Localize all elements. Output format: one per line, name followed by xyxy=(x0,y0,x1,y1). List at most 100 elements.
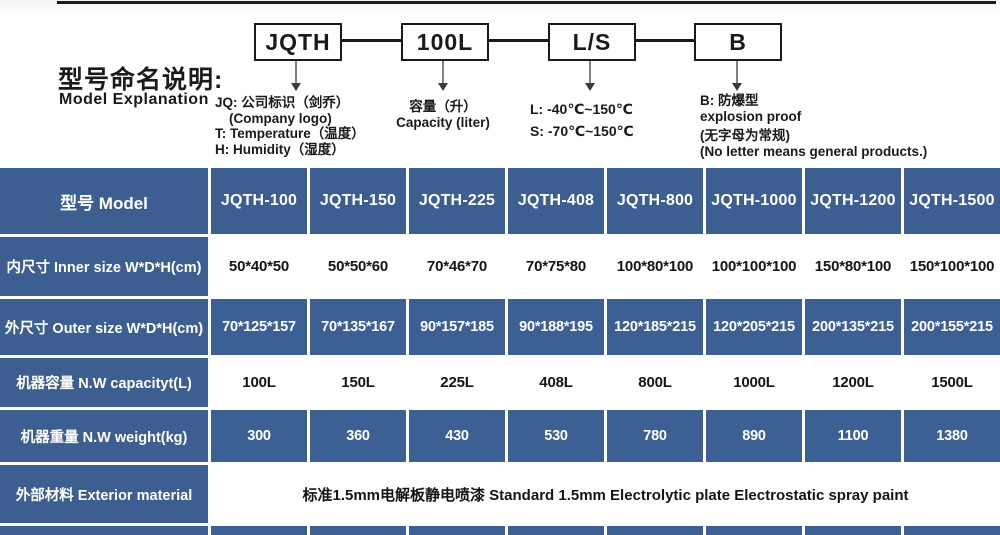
diagram-title-en: Model Explanation xyxy=(59,91,209,108)
annotation-temp-range: L: -40℃~150℃ S: -70℃~150℃ xyxy=(530,98,634,142)
table-cell: 90*188*195 xyxy=(508,299,604,355)
table-cell: 1500L xyxy=(904,358,1000,407)
table-cell xyxy=(706,526,802,535)
table-cell: 360 xyxy=(310,410,406,462)
diagram-title-zh: 型号命名说明: xyxy=(58,66,224,94)
row-label: 机器重量 N.W weight(kg) xyxy=(0,410,208,462)
table-cell xyxy=(904,526,1000,535)
connector-line xyxy=(342,39,401,42)
row-label: 外尺寸 Outer size W*D*H(cm) xyxy=(0,299,208,355)
annotation-line: T: Temperature（温度） xyxy=(215,126,365,142)
model-naming-diagram: 型号命名说明: Model Explanation JQTH 100L L/S … xyxy=(0,0,1000,168)
model-header: JQTH-1200 xyxy=(805,168,901,234)
table-cell: 1200L xyxy=(805,358,901,407)
table-cell: 100L xyxy=(211,358,307,407)
table-cell: 408L xyxy=(508,358,604,407)
row-label xyxy=(0,526,208,535)
table-cell: 200*135*215 xyxy=(805,299,901,355)
table-cell: 100*100*100 xyxy=(706,237,802,296)
arrow-stem xyxy=(736,61,738,84)
annotation-line: L: -40℃~150℃ xyxy=(530,101,633,117)
table-cell xyxy=(409,526,505,535)
model-header: JQTH-800 xyxy=(607,168,703,234)
table-cell xyxy=(508,526,604,535)
model-code-box-explosion: B xyxy=(694,23,782,61)
table-cell xyxy=(805,526,901,535)
table-cell: 200*155*215 xyxy=(904,299,1000,355)
model-header: JQTH-1000 xyxy=(706,168,802,234)
spec-table: 型号 Model JQTH-100 JQTH-150 JQTH-225 JQTH… xyxy=(0,168,1000,535)
row-label: 外部材料 Exterior material xyxy=(0,465,208,523)
annotation-line: (无字母为常规) xyxy=(700,128,790,143)
row-label: 机器容量 N.W capacityt(L) xyxy=(0,358,208,407)
table-cell: 150L xyxy=(310,358,406,407)
spec-table-wrap: 型号 Model JQTH-100 JQTH-150 JQTH-225 JQTH… xyxy=(0,168,1000,535)
annotation-line: (Company logo) xyxy=(229,110,332,126)
annotation-line: 容量（升） xyxy=(409,99,477,114)
table-cell xyxy=(607,526,703,535)
table-row-cutoff xyxy=(0,526,1000,535)
annotation-line: H: Humidity（湿度） xyxy=(215,141,345,157)
table-cell xyxy=(310,526,406,535)
table-cell: 70*135*167 xyxy=(310,299,406,355)
table-cell: 70*125*157 xyxy=(211,299,307,355)
table-cell: 120*185*215 xyxy=(607,299,703,355)
table-cell: 120*205*215 xyxy=(706,299,802,355)
table-row-weight: 机器重量 N.W weight(kg) 300 360 430 530 780 … xyxy=(0,410,1000,462)
table-cell: 150*100*100 xyxy=(904,237,1000,296)
table-cell: 50*50*60 xyxy=(310,237,406,296)
annotation-line: (No letter means general products.) xyxy=(700,143,928,159)
table-row-exterior-material: 外部材料 Exterior material 标准1.5mm电解板静电喷漆 St… xyxy=(0,465,1000,523)
exterior-material-value: 标准1.5mm电解板静电喷漆 Standard 1.5mm Electrolyt… xyxy=(211,465,1000,523)
table-cell: 800L xyxy=(607,358,703,407)
table-cell xyxy=(211,526,307,535)
annotation-line: Capacity (liter) xyxy=(396,115,490,130)
annotation-line: B: 防爆型 xyxy=(700,93,759,108)
table-cell: 70*46*70 xyxy=(409,237,505,296)
table-cell: 1380 xyxy=(904,410,1000,462)
model-header: JQTH-150 xyxy=(310,168,406,234)
annotation-line: explosion proof xyxy=(700,108,802,124)
arrow-down-icon xyxy=(291,83,301,91)
table-cell: 90*157*185 xyxy=(409,299,505,355)
table-cell: 100*80*100 xyxy=(607,237,703,296)
table-header-row: 型号 Model JQTH-100 JQTH-150 JQTH-225 JQTH… xyxy=(0,168,1000,234)
model-code-box-jqth: JQTH xyxy=(254,23,342,61)
table-cell: 530 xyxy=(508,410,604,462)
arrow-down-icon xyxy=(732,83,742,91)
model-header: JQTH-100 xyxy=(211,168,307,234)
arrow-down-icon xyxy=(438,83,448,91)
annotation-line: S: -70℃~150℃ xyxy=(530,123,634,139)
table-cell: 780 xyxy=(607,410,703,462)
table-cell: 70*75*80 xyxy=(508,237,604,296)
annotation-capacity: 容量（升） Capacity (liter) xyxy=(373,99,513,131)
table-cell: 890 xyxy=(706,410,802,462)
table-cell: 1100 xyxy=(805,410,901,462)
row-label: 内尺寸 Inner size W*D*H(cm) xyxy=(0,237,208,296)
model-header: JQTH-408 xyxy=(508,168,604,234)
table-cell: 50*40*50 xyxy=(211,237,307,296)
connector-line xyxy=(636,39,694,42)
model-code-box-capacity: 100L xyxy=(401,23,489,61)
table-row-capacity: 机器容量 N.W capacityt(L) 100L 150L 225L 408… xyxy=(0,358,1000,407)
arrow-stem xyxy=(589,61,591,84)
header-model-label: 型号 Model xyxy=(0,168,208,234)
table-row-inner-size: 内尺寸 Inner size W*D*H(cm) 50*40*50 50*50*… xyxy=(0,237,1000,296)
model-code-box-temp: L/S xyxy=(548,23,636,61)
arrow-stem xyxy=(442,61,444,84)
arrow-down-icon xyxy=(585,83,595,91)
table-cell: 225L xyxy=(409,358,505,407)
connector-line xyxy=(489,39,548,42)
arrow-stem xyxy=(295,61,297,84)
table-row-outer-size: 外尺寸 Outer size W*D*H(cm) 70*125*157 70*1… xyxy=(0,299,1000,355)
annotation-line: JQ: 公司标识（剑乔） xyxy=(215,95,350,110)
top-divider-line xyxy=(57,1,996,4)
table-cell: 430 xyxy=(409,410,505,462)
annotation-explosion-proof: B: 防爆型 explosion proof (无字母为常规) (No lett… xyxy=(700,93,927,159)
table-cell: 300 xyxy=(211,410,307,462)
model-header: JQTH-225 xyxy=(409,168,505,234)
model-header: JQTH-1500 xyxy=(904,168,1000,234)
annotation-company-logo: JQ: 公司标识（剑乔） (Company logo) T: Temperatu… xyxy=(215,95,365,157)
table-cell: 1000L xyxy=(706,358,802,407)
